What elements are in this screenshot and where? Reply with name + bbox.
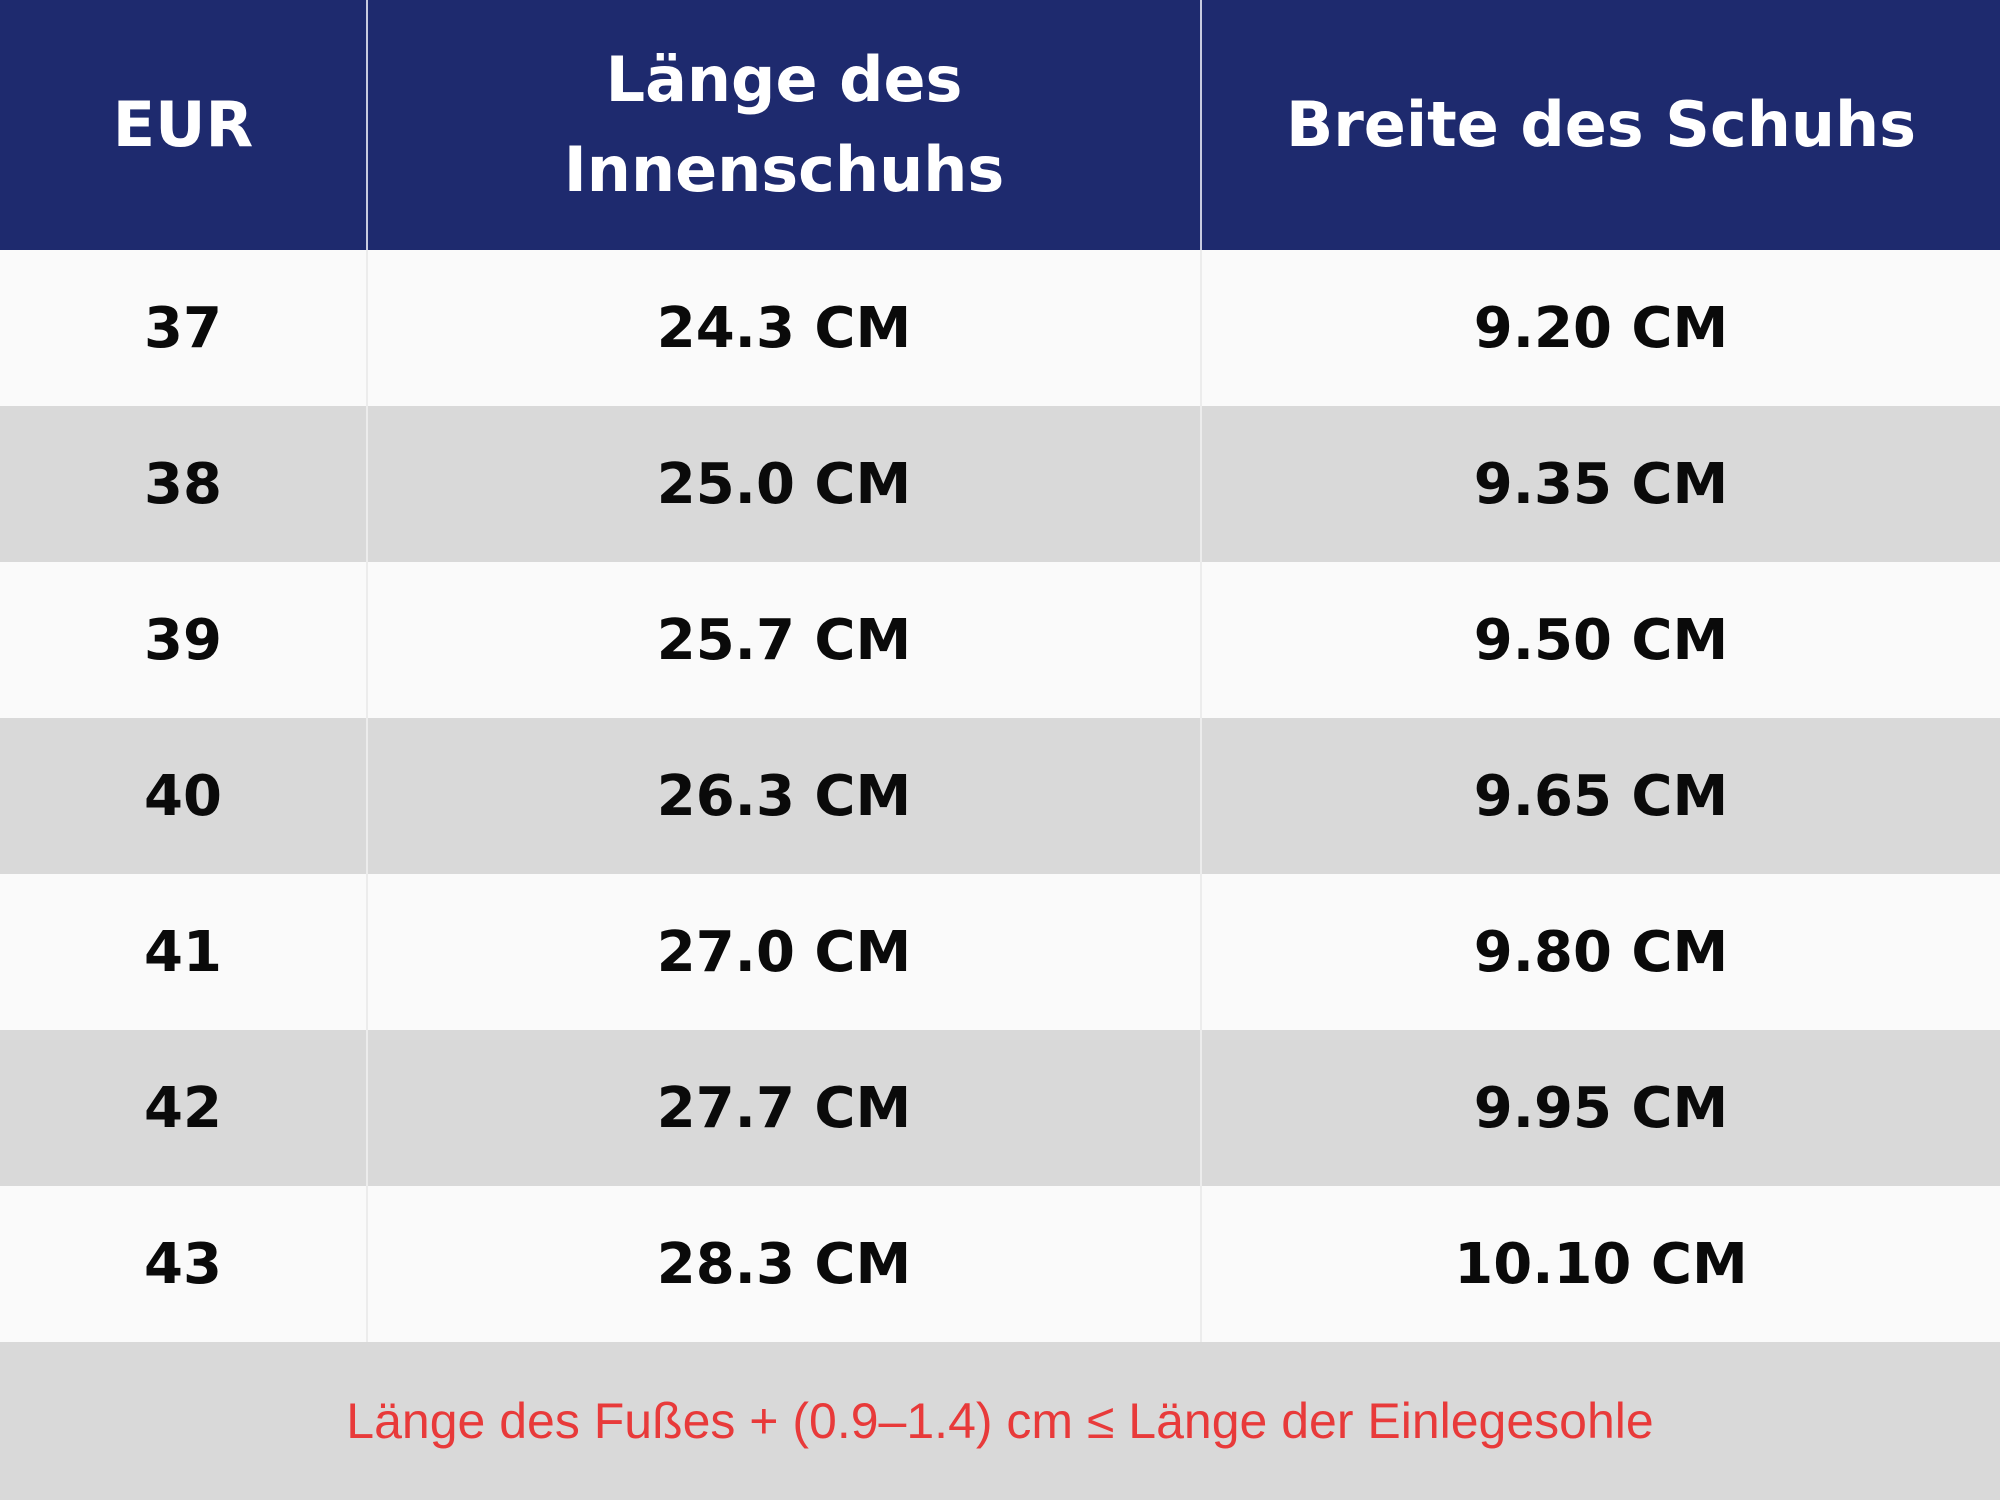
table-cell: 25.0 CM [366, 406, 1200, 562]
table-cell: 9.95 CM [1200, 1030, 2000, 1186]
header-text: Länge des Innenschuhs [563, 43, 1005, 206]
table-cell: 28.3 CM [366, 1186, 1200, 1342]
table-cell: 9.35 CM [1200, 406, 2000, 562]
table-cell: 39 [144, 607, 222, 673]
table-cell: 37 [144, 295, 222, 361]
table-cell: 9.65 CM [1200, 718, 2000, 874]
table-cell: 9.80 CM [1200, 874, 2000, 1030]
table-body: 37 24.3 CM 9.20 CM 38 25.0 CM 9.35 CM 39 25.7 C… [0, 250, 2000, 1342]
table-cell: 43 [144, 1231, 222, 1297]
header-row: EUR Länge des Innenschuhs Breite des Schuh… [0, 0, 2000, 250]
table-row: 43 28.3 CM 10.10 CM [0, 1186, 2000, 1342]
header-text: EUR [112, 88, 254, 162]
table-row: 41 27.0 CM 9.80 CM [0, 874, 2000, 1030]
header-cell: Breite des Schuhs [1200, 0, 2000, 250]
table-cell: 25.7 CM [366, 562, 1200, 718]
table-cell: 26.3 CM [366, 718, 1200, 874]
header-text: Breite des Schuhs [1285, 88, 1917, 162]
table-cell: 38 [144, 451, 222, 517]
table-cell: 40 [144, 763, 222, 829]
header-cell: Länge des Innenschuhs [366, 0, 1200, 250]
table-row: 39 25.7 CM 9.50 CM [0, 562, 2000, 718]
table-cell: 27.0 CM [366, 874, 1200, 1030]
table-cell: 24.3 CM [366, 250, 1200, 406]
footer-note: Länge des Fußes + (0.9–1.4) cm ≤ Länge d… [0, 1342, 2000, 1500]
table-row: 38 25.0 CM 9.35 CM [0, 406, 2000, 562]
table-cell: 9.20 CM [1200, 250, 2000, 406]
table-row: 42 27.7 CM 9.95 CM [0, 1030, 2000, 1186]
table-cell: 41 [144, 919, 222, 985]
table-cell: 10.10 CM [1200, 1186, 2000, 1342]
table-cell: 9.50 CM [1200, 562, 2000, 718]
table-cell: 27.7 CM [366, 1030, 1200, 1186]
header-cell: EUR [0, 0, 366, 250]
table-row: 37 24.3 CM 9.20 CM [0, 250, 2000, 406]
table-cell: 42 [144, 1075, 222, 1141]
table-row: 40 26.3 CM 9.65 CM [0, 718, 2000, 874]
